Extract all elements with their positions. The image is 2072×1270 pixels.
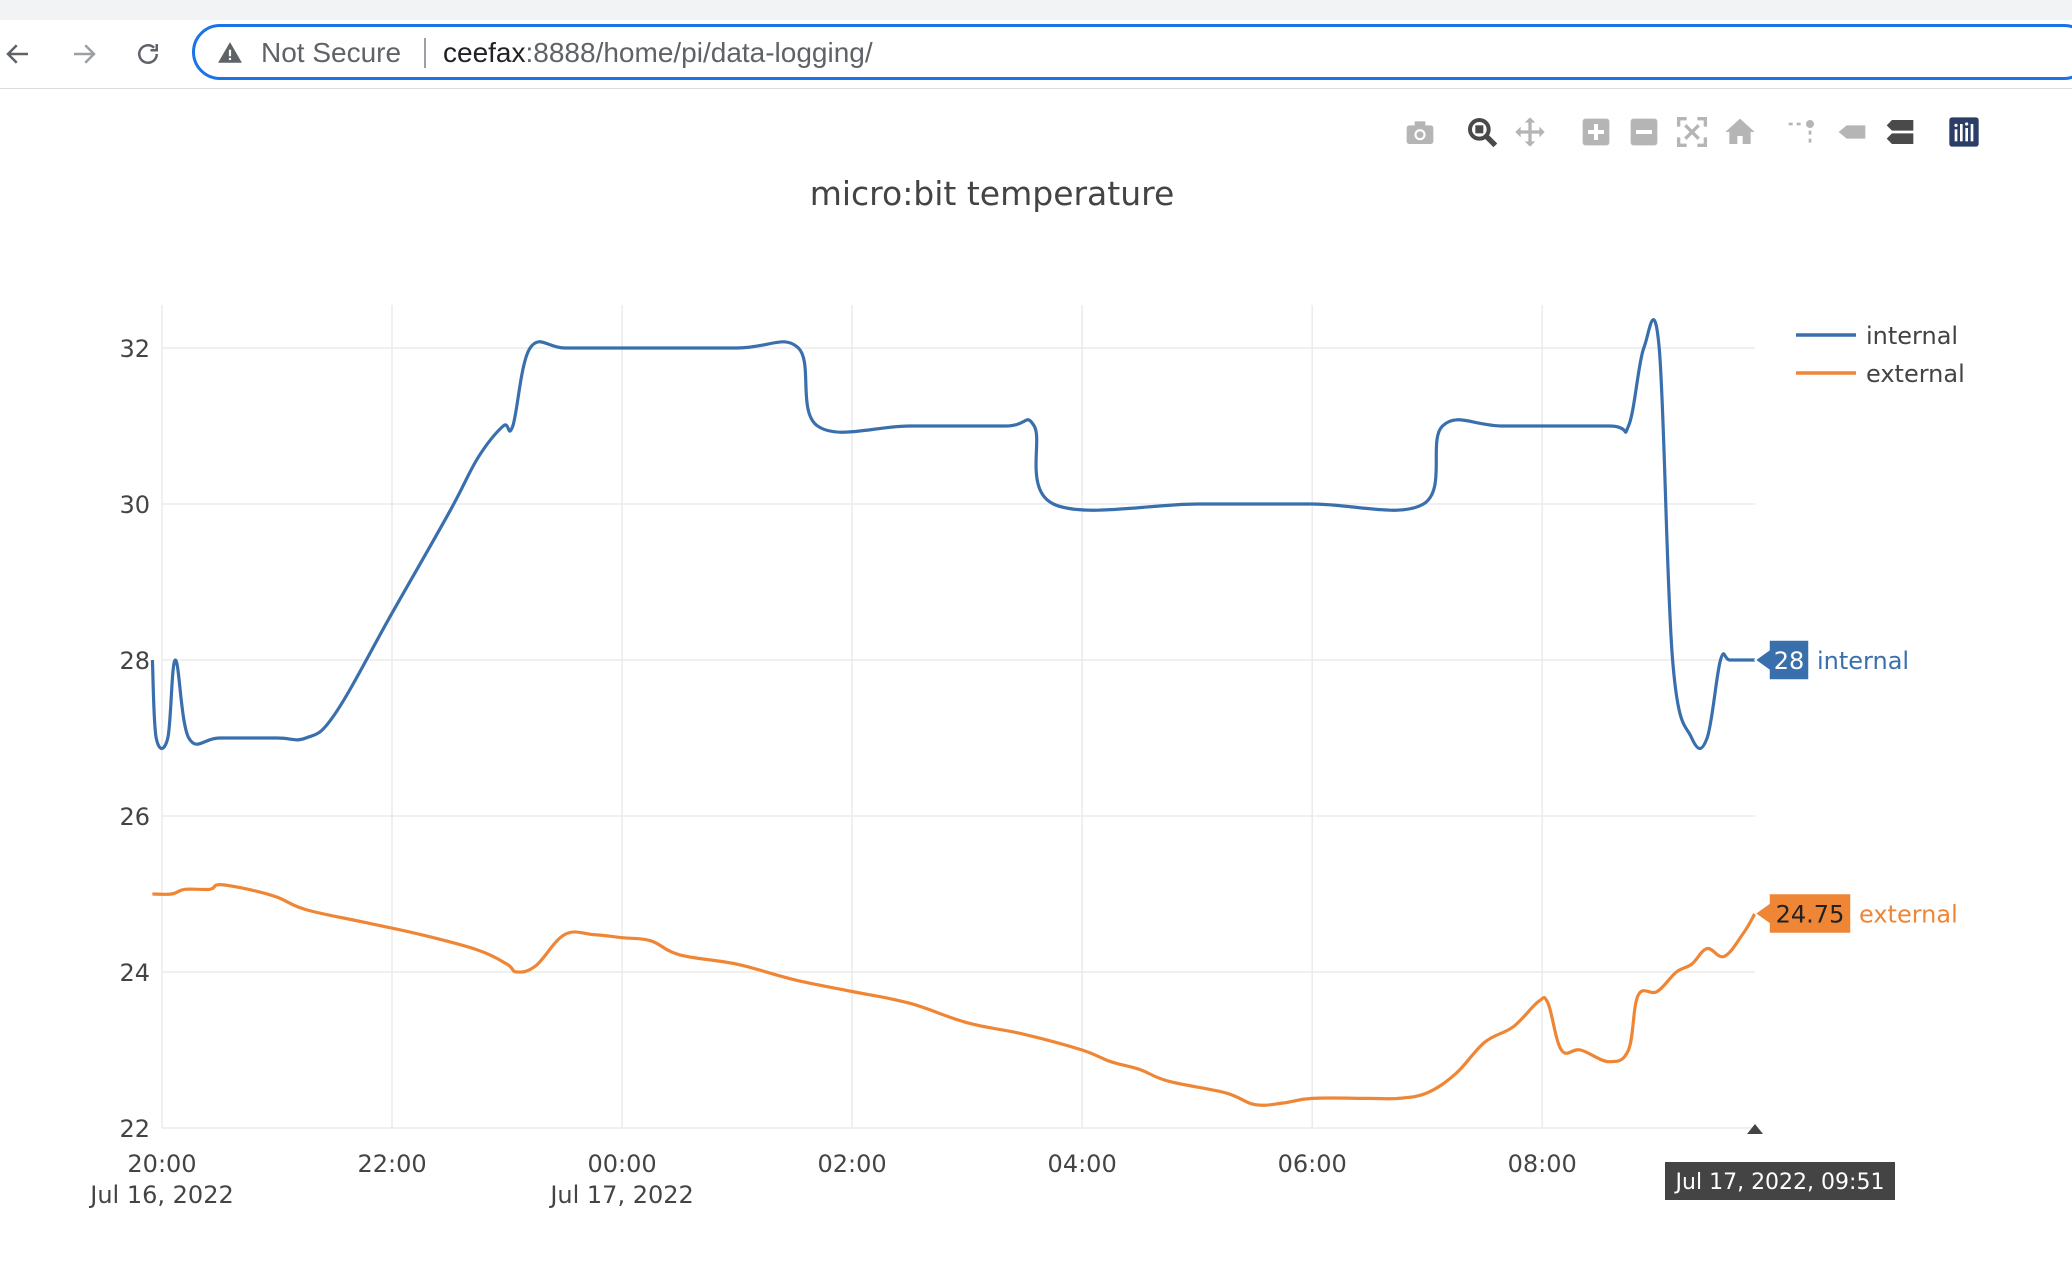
zoom-in-icon (1582, 118, 1610, 146)
zoom-icon (1468, 118, 1498, 148)
hover-name-external: external (1859, 901, 1958, 929)
hover-value-external: 24.75 (1776, 901, 1845, 929)
legend-label-external: external (1866, 360, 1965, 388)
x-tick-label: 00:00 (587, 1150, 656, 1178)
y-tick-label: 22 (119, 1115, 150, 1143)
url-host: ceefax (443, 37, 526, 68)
zoom-out-button[interactable] (1626, 114, 1662, 150)
plotly-logo-button[interactable] (1946, 114, 1982, 150)
address-bar[interactable]: Not Secure ceefax:8888/home/pi/data-logg… (192, 24, 2072, 80)
y-tick-label: 26 (119, 803, 150, 831)
x-tick-sublabel: Jul 16, 2022 (88, 1181, 233, 1209)
x-tick-label: 02:00 (818, 1150, 887, 1178)
pan-button[interactable] (1512, 114, 1548, 150)
autoscale-icon (1677, 117, 1707, 147)
hover-x-label: Jul 17, 2022, 09:51 (1674, 1170, 1885, 1195)
hover-compare-icon (1886, 120, 1914, 144)
forward-button[interactable] (60, 30, 108, 78)
url-text[interactable]: ceefax:8888/home/pi/data-logging/ (443, 36, 873, 70)
pan-icon (1515, 117, 1545, 147)
reload-icon (138, 44, 158, 64)
legend[interactable]: internal external (1796, 322, 1965, 388)
download-plot-button[interactable] (1402, 114, 1438, 150)
hover-value-internal: 28 (1774, 647, 1805, 675)
hover-labels: 28 internal 24.75 external Jul 17, 2022, 09:… (1665, 639, 1958, 1200)
y-tick-label: 28 (119, 647, 150, 675)
spike-lines-icon (1788, 120, 1814, 143)
series-layer (150, 318, 1757, 1107)
zoom-out-icon (1630, 118, 1658, 146)
autoscale-button[interactable] (1674, 114, 1710, 150)
hover-name-internal: internal (1817, 647, 1909, 675)
x-tick-label: 20:00 (127, 1150, 196, 1178)
series-line-internal (150, 318, 1755, 751)
hover-box-external (1753, 892, 1852, 935)
x-tick-sublabel: Jul 17, 2022 (548, 1181, 693, 1209)
omnibox-divider (424, 38, 426, 68)
x-tick-label: 06:00 (1278, 1150, 1347, 1178)
hover-compare-button[interactable] (1882, 114, 1918, 150)
warning-icon (218, 42, 242, 63)
zoom-in-button[interactable] (1578, 114, 1614, 150)
reset-axes-button[interactable] (1722, 114, 1758, 150)
hover-x-marker (1747, 1124, 1763, 1134)
home-icon (1725, 118, 1755, 144)
grid-layer (161, 305, 1755, 1129)
series-line-external (152, 883, 1757, 1107)
zoom-button[interactable] (1464, 114, 1500, 150)
x-tick-label: 22:00 (357, 1150, 426, 1178)
hover-closest-button[interactable] (1834, 114, 1870, 150)
hover-closest-icon (1838, 125, 1866, 139)
legend-label-internal: internal (1866, 322, 1958, 350)
arrow-right-icon (74, 44, 96, 64)
back-button[interactable] (0, 30, 42, 78)
y-tick-label: 30 (119, 491, 150, 519)
hover-x-box (1665, 1162, 1895, 1200)
browser-toolbar: Not Secure ceefax:8888/home/pi/data-logg… (0, 20, 2072, 89)
x-tick-label: 04:00 (1048, 1150, 1117, 1178)
axis-layer: 22 24 26 28 30 32 20:00 Jul 16, 2022 22:00 00:00 J… (88, 335, 1763, 1209)
chart-title: micro:bit temperature (810, 174, 1175, 213)
x-tick-label: 08:00 (1508, 1150, 1577, 1178)
plotly-logo-icon (1949, 117, 1979, 147)
security-label[interactable]: Not Secure (261, 37, 402, 68)
reload-button[interactable] (124, 30, 172, 78)
url-path: :8888/home/pi/data-logging/ (525, 37, 873, 68)
camera-icon (1406, 121, 1434, 144)
hover-box-internal (1753, 639, 1810, 681)
y-tick-label: 24 (119, 959, 150, 987)
y-tick-label: 32 (119, 335, 150, 363)
arrow-left-icon (6, 44, 28, 64)
spike-lines-button[interactable] (1784, 114, 1820, 150)
